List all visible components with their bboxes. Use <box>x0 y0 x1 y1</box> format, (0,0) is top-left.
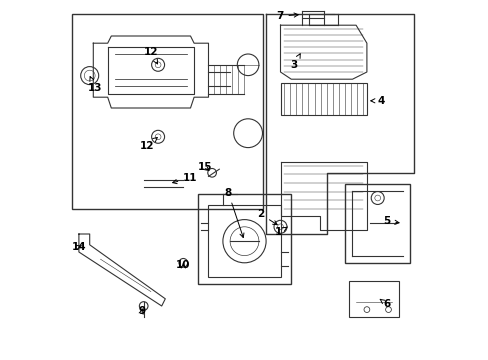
Text: 10: 10 <box>176 260 190 270</box>
Text: 2: 2 <box>257 209 277 225</box>
Text: 1: 1 <box>275 227 287 237</box>
Bar <box>72 14 262 209</box>
Text: 12: 12 <box>143 47 158 64</box>
Text: 11: 11 <box>172 173 197 184</box>
Text: 15: 15 <box>197 162 212 172</box>
Bar <box>348 281 399 317</box>
Text: 12: 12 <box>140 138 157 151</box>
Text: 3: 3 <box>290 54 300 70</box>
Bar <box>345 184 409 263</box>
Text: 7: 7 <box>276 11 298 21</box>
Bar <box>280 83 366 115</box>
Bar <box>197 194 291 284</box>
Text: 8: 8 <box>224 188 244 238</box>
Text: 14: 14 <box>71 242 86 252</box>
Text: 6: 6 <box>379 299 389 309</box>
Bar <box>208 205 280 277</box>
Text: 9: 9 <box>138 306 145 316</box>
Text: 4: 4 <box>370 96 384 106</box>
Text: 13: 13 <box>88 77 102 93</box>
Text: 5: 5 <box>382 216 398 226</box>
